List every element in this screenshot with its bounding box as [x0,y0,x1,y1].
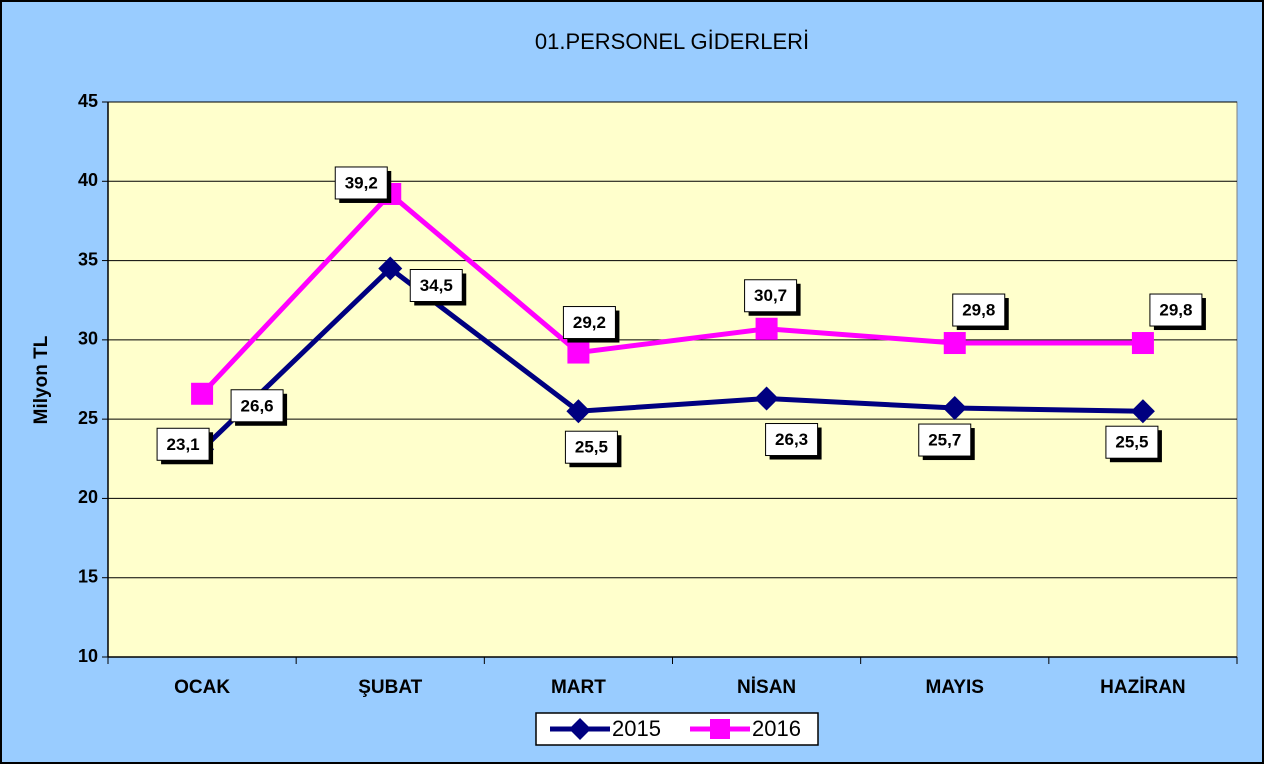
point-marker [191,382,214,405]
y-tick-label: 35 [78,249,98,269]
series-line [200,265,1143,452]
y-tick-label: 10 [78,646,98,666]
data-label: 25,5 [1115,433,1148,452]
legend-box [535,712,819,746]
point-marker [566,399,591,424]
data-label: 29,8 [1159,301,1192,320]
point-marker [1131,332,1154,355]
data-label-box [1149,293,1203,327]
data-label-box [952,293,1006,327]
plot-area [107,101,1238,658]
point-marker [567,341,590,364]
data-label-box [230,389,284,423]
data-label: 25,7 [928,431,961,450]
data-label: 29,2 [573,313,606,332]
data-label: 26,3 [775,430,808,449]
data-label-box [562,306,616,340]
y-tick-label: 30 [78,329,98,349]
point-marker [378,256,403,281]
data-label: 29,8 [962,301,995,320]
point-marker [710,719,730,739]
legend-label: 2015 [612,716,661,741]
data-label-box [744,279,798,313]
x-tick-label: MAYIS [926,677,984,698]
point-marker [754,386,779,411]
y-axis-label: Milyon TL [31,335,52,424]
x-tick-label: HAZİRAN [1100,677,1186,698]
point-marker [942,396,967,421]
data-label: 34,5 [420,276,453,295]
x-tick-label: ŞUBAT [358,677,422,698]
y-tick-label: 20 [78,487,98,507]
series-line [200,190,1143,396]
point-marker [569,718,591,740]
chart-title: 01.PERSONEL GİDERLERİ [535,29,809,54]
point-marker [755,317,778,340]
data-label: 30,7 [754,286,787,305]
data-label-box [1105,425,1159,459]
data-label: 25,5 [575,438,608,457]
data-label-box [156,427,210,461]
data-label-box [409,269,463,302]
data-label-box [765,423,819,457]
x-tick-label: NİSAN [737,677,796,698]
point-marker [943,332,966,355]
data-label: 39,2 [345,173,378,192]
y-tick-label: 40 [78,170,98,190]
data-label: 26,6 [241,396,274,415]
y-tick-label: 15 [78,566,98,586]
y-tick-label: 25 [78,408,98,428]
y-tick-label: 45 [78,91,98,111]
x-tick-label: MART [551,677,606,698]
point-marker [1130,399,1155,424]
data-label: 23,1 [167,435,200,454]
legend-label: 2016 [752,716,801,741]
data-label-box [918,423,972,457]
data-label-box [334,166,388,200]
x-tick-label: OCAK [174,677,230,698]
data-label-box [564,430,618,464]
